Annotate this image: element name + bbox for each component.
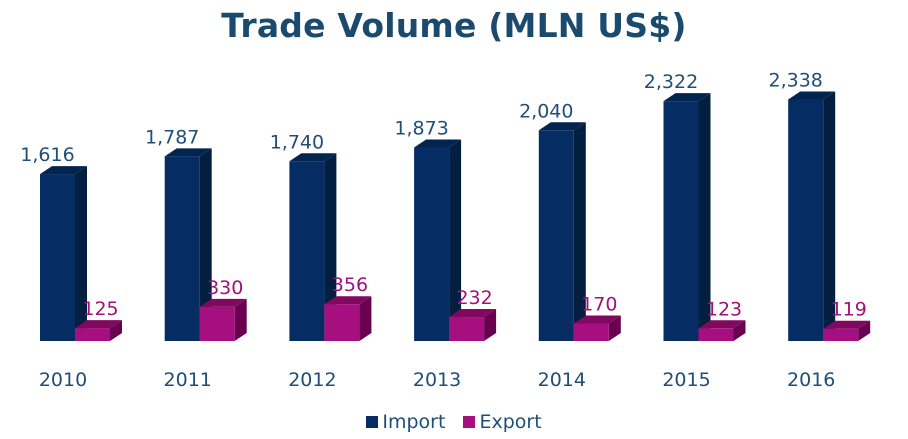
export-value-label: 123: [706, 298, 742, 320]
import-value-label: 2,322: [644, 71, 698, 93]
export-bar-2011[interactable]: [199, 298, 247, 341]
legend-label-export: Export: [479, 411, 542, 433]
import-value-label: 1,873: [394, 118, 448, 140]
import-bar-2016[interactable]: [788, 91, 836, 342]
import-bar-2010[interactable]: [40, 166, 87, 341]
export-bar-2014[interactable]: [573, 315, 621, 341]
chart-title: Trade Volume (MLN US$): [221, 6, 687, 45]
chart-legend: Import Export: [0, 411, 908, 433]
import-value-label: 1,740: [270, 131, 324, 153]
import-value-label: 1,787: [145, 126, 199, 148]
import-value-label: 2,040: [519, 100, 573, 122]
import-bar-2014[interactable]: [538, 122, 586, 341]
import-bar-2015[interactable]: [663, 93, 711, 342]
export-value-label: 125: [82, 298, 118, 320]
x-axis-tick-label: 2010: [39, 369, 87, 391]
legend-swatch-import-icon: [366, 416, 379, 428]
x-axis-tick-label: 2011: [164, 369, 212, 391]
export-bar-2013[interactable]: [449, 309, 497, 341]
import-bar-2012[interactable]: [289, 153, 337, 341]
legend-swatch-export-icon: [463, 416, 476, 428]
export-value-label: 356: [332, 274, 368, 296]
x-axis-tick-label: 2013: [413, 369, 461, 391]
x-axis-tick-label: 2014: [538, 369, 586, 391]
import-bar-2013[interactable]: [414, 139, 462, 341]
export-bar-2010[interactable]: [75, 320, 122, 341]
export-bar-2012[interactable]: [324, 296, 372, 341]
export-value-label: 232: [456, 287, 492, 309]
legend-label-import: Import: [382, 411, 446, 433]
x-axis-tick-label: 2012: [288, 369, 336, 391]
export-bar-2015[interactable]: [698, 320, 746, 341]
x-axis-tick-label: 2015: [662, 369, 710, 391]
import-value-label: 2,338: [768, 69, 822, 91]
export-value-label: 330: [207, 277, 243, 299]
import-bar-2011[interactable]: [164, 148, 212, 341]
export-bar-2016[interactable]: [823, 320, 871, 341]
import-value-label: 1,616: [20, 144, 74, 166]
legend-item-export[interactable]: Export: [463, 411, 542, 433]
export-value-label: 170: [581, 293, 617, 315]
x-axis-tick-label: 2016: [787, 369, 835, 391]
export-value-label: 119: [831, 299, 867, 321]
legend-item-import[interactable]: Import: [366, 411, 445, 433]
